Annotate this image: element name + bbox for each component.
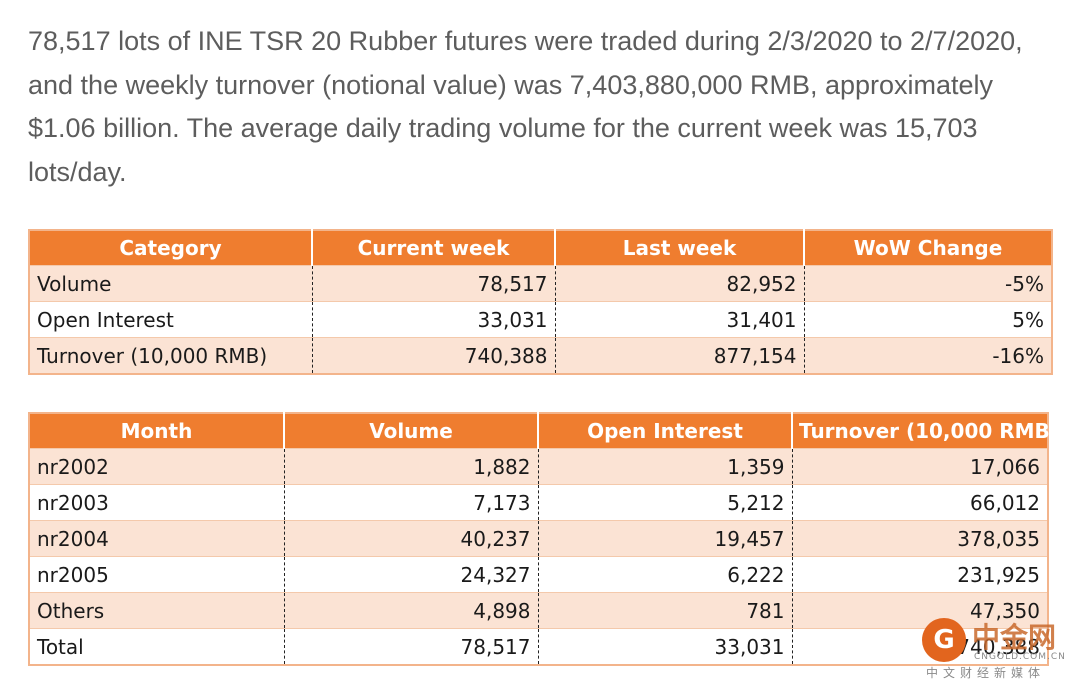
cell-turnover: 231,925 [792, 556, 1048, 593]
table-row: Total 78,517 33,031 740,388 [29, 628, 1048, 665]
cell-open-interest: 1,359 [538, 448, 793, 485]
cell-last-week: 82,952 [555, 265, 805, 302]
cell-current-week: 33,031 [312, 301, 556, 338]
cell-volume: 4,898 [284, 592, 539, 629]
column-header-volume: Volume [284, 413, 539, 449]
row-label: Open Interest [29, 301, 313, 338]
row-label: Others [29, 592, 285, 629]
column-header-category: Category [29, 230, 313, 266]
table-header-row: Month Volume Open Interest Turnover (10,… [29, 413, 1059, 449]
table-row: Others 4,898 781 47,350 [29, 592, 1048, 629]
table-row: Turnover (10,000 RMB) 740,388 877,154 -1… [29, 337, 1052, 374]
cell-turnover: 378,035 [792, 520, 1048, 557]
row-label: nr2002 [29, 448, 285, 485]
column-header-current-week: Current week [312, 230, 556, 266]
cell-volume: 40,237 [284, 520, 539, 557]
cell-turnover: 66,012 [792, 484, 1048, 521]
contract-month-table: Month Volume Open Interest Turnover (10,… [28, 412, 1059, 666]
cell-current-week: 740,388 [312, 337, 556, 374]
watermark: G 中金网 CNGOLD.COM.CN 中文财经新媒体 [922, 614, 1072, 684]
cell-volume: 1,882 [284, 448, 539, 485]
table-header-row: Category Current week Last week WoW Chan… [29, 230, 1052, 266]
table-row: nr2004 40,237 19,457 378,035 [29, 520, 1048, 557]
row-label: Turnover (10,000 RMB) [29, 337, 313, 374]
table-row: nr2005 24,327 6,222 231,925 [29, 556, 1048, 593]
cell-wow-change: -16% [804, 337, 1052, 374]
column-header-month: Month [29, 413, 285, 449]
cell-volume: 78,517 [284, 628, 539, 665]
watermark-name: 中金网 [972, 621, 1057, 654]
cell-last-week: 877,154 [555, 337, 805, 374]
table-row: Open Interest 33,031 31,401 5% [29, 301, 1052, 338]
row-label: nr2005 [29, 556, 285, 593]
watermark-domain: CNGOLD.COM.CN [974, 652, 1066, 662]
column-header-last-week: Last week [555, 230, 805, 266]
row-label: Total [29, 628, 285, 665]
cell-open-interest: 19,457 [538, 520, 793, 557]
cell-turnover: 17,066 [792, 448, 1048, 485]
table-row: nr2002 1,882 1,359 17,066 [29, 448, 1048, 485]
cell-turnover: 740,388 [792, 628, 1048, 665]
table-row: Volume 78,517 82,952 -5% [29, 265, 1052, 302]
intro-paragraph: 78,517 lots of INE TSR 20 Rubber futures… [28, 26, 1023, 187]
cell-volume: 24,327 [284, 556, 539, 593]
row-label: nr2003 [29, 484, 285, 521]
cell-current-week: 78,517 [312, 265, 556, 302]
row-label: nr2004 [29, 520, 285, 557]
cell-open-interest: 781 [538, 592, 793, 629]
weekly-summary-table: Category Current week Last week WoW Chan… [28, 229, 1053, 375]
column-header-turnover: Turnover (10,000 RMB) [792, 413, 1059, 449]
cell-last-week: 31,401 [555, 301, 805, 338]
cell-wow-change: -5% [804, 265, 1052, 302]
watermark-logo-icon: G [922, 618, 966, 662]
column-header-wow-change: WoW Change [804, 230, 1052, 266]
cell-open-interest: 6,222 [538, 556, 793, 593]
table-row: nr2003 7,173 5,212 66,012 [29, 484, 1048, 521]
cell-wow-change: 5% [804, 301, 1052, 338]
row-label: Volume [29, 265, 313, 302]
column-header-open-interest: Open Interest [538, 413, 793, 449]
cell-open-interest: 33,031 [538, 628, 793, 665]
cell-open-interest: 5,212 [538, 484, 793, 521]
cell-volume: 7,173 [284, 484, 539, 521]
cell-turnover: 47,350 [792, 592, 1048, 629]
watermark-tagline: 中文财经新媒体 [926, 666, 1046, 680]
